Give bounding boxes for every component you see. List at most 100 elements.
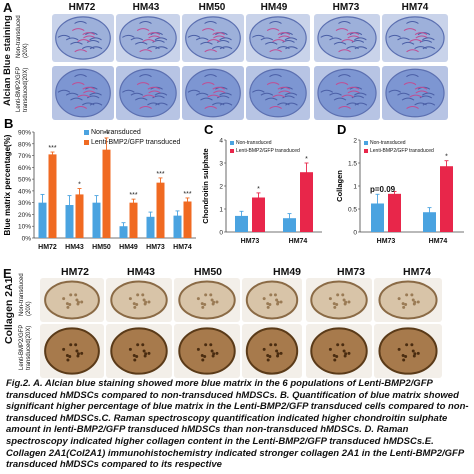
- y-tick-label: 4: [219, 138, 223, 145]
- panel-a-row-label-1: Lenti-BMP2/GFP transduced(20X): [16, 66, 29, 112]
- y-tick-label: 0.5: [348, 207, 357, 214]
- panel-e-side-title: Collagen 2A1: [3, 277, 15, 344]
- y-tick-label: 1: [353, 184, 357, 191]
- p-value-annotation: p=0.09: [370, 185, 396, 194]
- alcian-micrograph: [182, 14, 244, 62]
- collagen-micrograph: [242, 324, 302, 378]
- collagen-micrograph: [242, 278, 302, 322]
- bar: [92, 202, 101, 238]
- y-tick-label: 10%: [18, 224, 31, 231]
- panel-e-row-label-1: Lenti-BMP2/GFP transduced(20X): [19, 324, 32, 370]
- y-tick-label: 0: [219, 230, 223, 237]
- y-axis-label: Blue matrix percentage(%): [3, 134, 12, 235]
- collagen-micrograph: [174, 324, 240, 378]
- significance-marker: ***: [183, 191, 191, 198]
- panel-a-row-label-0: Non-transduced (20X): [16, 15, 29, 58]
- bar: [38, 202, 47, 238]
- panel-a-side-title: Alcian Blue staining: [2, 15, 13, 106]
- alcian-micrograph: [314, 66, 380, 120]
- bar: [388, 193, 401, 232]
- legend-swatch: [230, 149, 234, 153]
- collagen-micrograph: [40, 278, 104, 322]
- panel-a-header-4: HM73: [332, 2, 360, 13]
- panel-b-label: B: [4, 118, 13, 131]
- significance-marker: ***: [129, 192, 137, 199]
- panel-e-label: E: [3, 266, 12, 281]
- collagen-micrograph: [374, 324, 442, 378]
- legend-label: Lenti-BMP2/GFP transduced: [370, 148, 434, 154]
- panel-e-header-2: HM50: [193, 266, 222, 278]
- bar: [300, 172, 313, 232]
- significance-marker: **: [104, 131, 110, 138]
- category-label: HM74: [173, 244, 192, 251]
- chart-c-chondroitin: C 0 1 2 3 4 Chondroitin sulphate * HM73 * HM74 Non…: [201, 124, 322, 245]
- category-label: HM73: [146, 244, 165, 251]
- y-tick-label: 40%: [18, 188, 31, 195]
- y-tick-label: 80%: [18, 141, 31, 148]
- panel-a-header-5: HM74: [401, 2, 429, 13]
- significance-marker: *: [305, 156, 308, 163]
- bar: [283, 218, 296, 232]
- alcian-micrograph: [52, 14, 114, 62]
- legend-label: Non-transduced: [370, 140, 406, 146]
- alcian-micrograph: [314, 14, 380, 62]
- bar: [48, 154, 57, 238]
- collagen-micrograph: [106, 324, 172, 378]
- collagen-micrograph: [40, 324, 104, 378]
- legend-swatch: [364, 149, 368, 153]
- collagen-micrograph: [106, 278, 172, 322]
- y-tick-label: 2: [219, 184, 223, 191]
- y-tick-label: 90%: [18, 130, 31, 137]
- panel-a-header-3: HM49: [260, 2, 288, 13]
- category-label: HM49: [119, 244, 138, 251]
- alcian-micrograph: [382, 14, 448, 62]
- alcian-micrograph: [116, 66, 180, 120]
- alcian-micrograph: [246, 14, 310, 62]
- bar: [156, 182, 165, 238]
- legend-swatch: [230, 141, 234, 145]
- y-tick-label: 1: [219, 207, 223, 214]
- alcian-micrograph: [182, 66, 244, 120]
- y-tick-label: 2: [353, 138, 357, 145]
- category-label: HM50: [92, 244, 111, 251]
- significance-marker: *: [78, 182, 81, 189]
- panel-e-header-0: HM72: [60, 266, 89, 278]
- alcian-micrograph: [246, 66, 310, 120]
- bar: [75, 194, 84, 238]
- bar: [252, 197, 265, 232]
- panel-e-header-3: HM49: [272, 266, 301, 278]
- y-axis-label: Chondroitin sulphate: [201, 148, 210, 223]
- collagen-micrograph: [174, 278, 240, 322]
- panel-a-label: A: [3, 0, 13, 15]
- bar: [102, 149, 111, 238]
- bar: [65, 205, 74, 238]
- category-label: HM72: [38, 244, 57, 251]
- y-tick-label: 3: [219, 161, 223, 168]
- panel-a-header-1: HM43: [132, 2, 160, 13]
- bar: [146, 216, 155, 238]
- significance-marker: ***: [156, 171, 164, 178]
- category-label: HM74: [429, 238, 448, 245]
- panel-e-header-4: HM73: [336, 266, 365, 278]
- legend-swatch: [84, 130, 89, 135]
- legend-swatch: [364, 141, 368, 145]
- bar: [173, 215, 182, 238]
- panel-d-label: D: [337, 124, 346, 137]
- panel-e-header-1: HM43: [126, 266, 155, 278]
- y-tick-label: 30%: [18, 200, 31, 207]
- legend-label: Non-transduced: [236, 140, 272, 146]
- bar: [423, 212, 436, 232]
- category-label: HM73: [241, 238, 260, 245]
- bar: [371, 203, 384, 232]
- panel-c-label: C: [204, 124, 214, 137]
- legend-label: Lenti-BMP2/GFP transduced: [91, 139, 180, 146]
- bar: [129, 202, 138, 238]
- panel-e-row-label-0: Non-transduced (20X): [19, 273, 32, 316]
- alcian-micrograph: [52, 66, 114, 120]
- y-tick-label: 0%: [22, 236, 32, 243]
- panel-e-header-5: HM74: [402, 266, 431, 278]
- collagen-micrograph: [306, 324, 372, 378]
- significance-marker: ***: [48, 145, 56, 152]
- legend-label: Lenti-BMP2/GFP transduced: [236, 148, 300, 154]
- legend-swatch: [84, 140, 89, 145]
